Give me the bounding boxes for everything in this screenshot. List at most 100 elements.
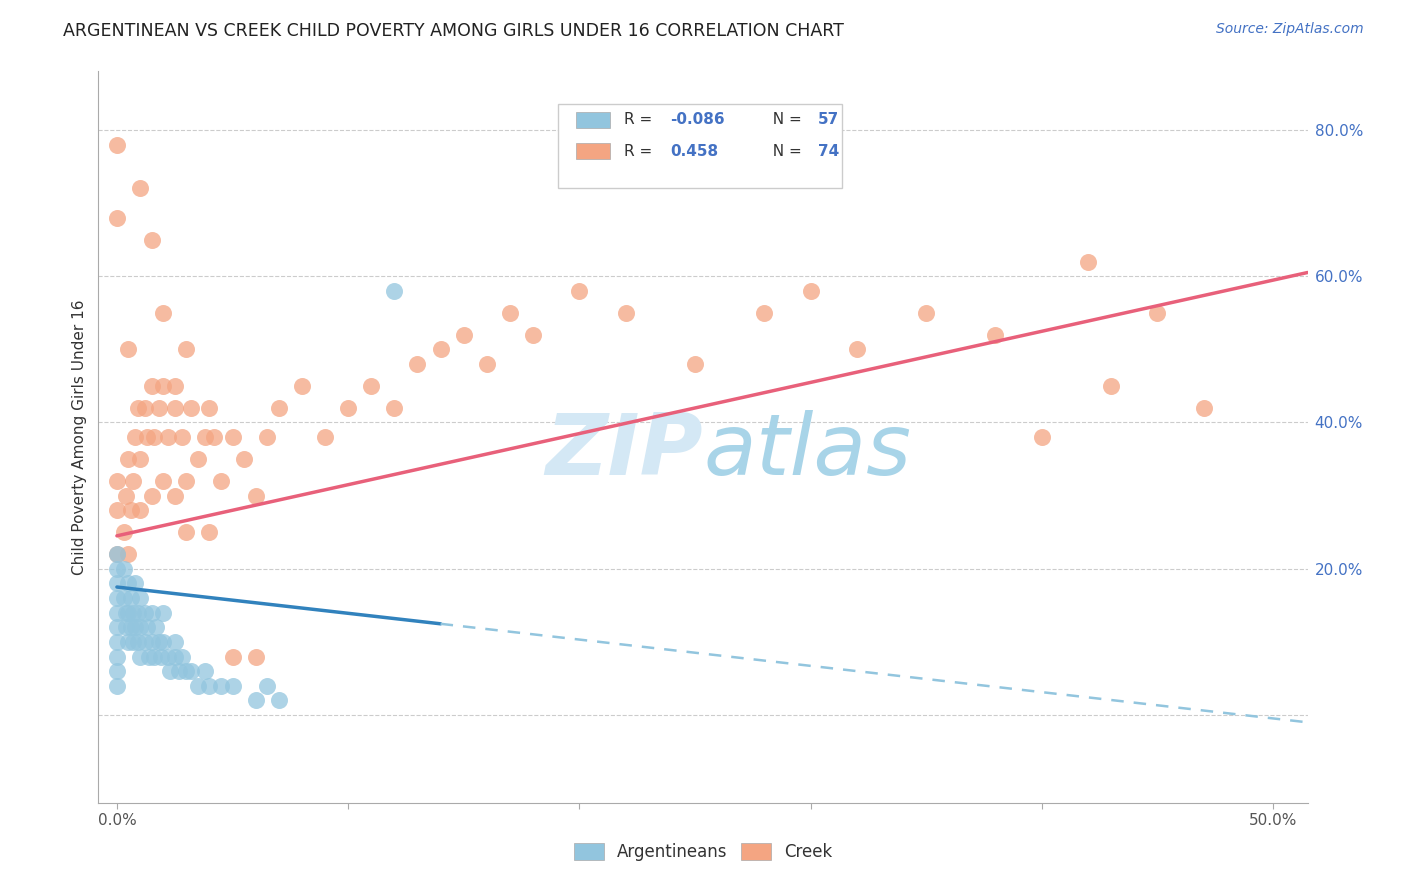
Point xyxy=(337,401,360,415)
Point xyxy=(112,591,135,605)
Text: R =: R = xyxy=(624,144,662,159)
Point xyxy=(202,430,225,444)
Point xyxy=(105,547,128,561)
Point xyxy=(129,591,152,605)
Point xyxy=(845,343,868,357)
Legend: Argentineans, Creek: Argentineans, Creek xyxy=(567,836,839,868)
Point xyxy=(156,430,179,444)
Point xyxy=(124,430,146,444)
Point xyxy=(499,306,522,320)
Point xyxy=(141,489,163,503)
Text: 57: 57 xyxy=(818,112,839,128)
Point xyxy=(149,649,172,664)
Point xyxy=(129,452,152,467)
Point xyxy=(105,664,128,678)
Point xyxy=(124,576,146,591)
Text: Source: ZipAtlas.com: Source: ZipAtlas.com xyxy=(1216,22,1364,37)
Point xyxy=(105,679,128,693)
Point xyxy=(360,379,382,393)
Point xyxy=(112,562,135,576)
Point xyxy=(1146,306,1168,320)
Point xyxy=(245,693,267,707)
Point xyxy=(256,430,278,444)
Point xyxy=(152,379,174,393)
Point xyxy=(683,357,706,371)
Point xyxy=(117,635,139,649)
Point xyxy=(122,635,145,649)
Point xyxy=(105,137,128,152)
Point xyxy=(568,284,591,298)
Point xyxy=(382,401,405,415)
Point xyxy=(122,606,145,620)
Point xyxy=(152,635,174,649)
Point xyxy=(221,679,243,693)
Point xyxy=(142,649,165,664)
Point xyxy=(159,664,181,678)
Point xyxy=(127,401,149,415)
Point xyxy=(187,452,209,467)
Text: R =: R = xyxy=(624,112,658,128)
Point xyxy=(163,401,186,415)
Point xyxy=(163,635,186,649)
Text: atlas: atlas xyxy=(703,410,911,493)
Point xyxy=(256,679,278,693)
Point xyxy=(127,606,149,620)
Point xyxy=(163,379,186,393)
Point xyxy=(754,306,776,320)
Point xyxy=(180,664,202,678)
Point xyxy=(105,576,128,591)
Point xyxy=(105,211,128,225)
Point xyxy=(136,620,159,634)
Point xyxy=(129,620,152,634)
Point xyxy=(105,562,128,576)
Point xyxy=(127,635,149,649)
Point xyxy=(134,606,156,620)
Point xyxy=(984,327,1007,342)
Point xyxy=(156,649,179,664)
Point xyxy=(1192,401,1215,415)
Point xyxy=(152,606,174,620)
Point xyxy=(117,576,139,591)
Point xyxy=(105,591,128,605)
Point xyxy=(245,489,267,503)
Point xyxy=(221,430,243,444)
Point xyxy=(120,620,142,634)
Point xyxy=(129,181,152,195)
Point xyxy=(136,430,159,444)
Text: ARGENTINEAN VS CREEK CHILD POVERTY AMONG GIRLS UNDER 16 CORRELATION CHART: ARGENTINEAN VS CREEK CHILD POVERTY AMONG… xyxy=(63,22,844,40)
Point xyxy=(233,452,256,467)
Point xyxy=(141,635,163,649)
Point xyxy=(115,620,138,634)
Point xyxy=(152,474,174,488)
Text: N =: N = xyxy=(763,144,807,159)
Y-axis label: Child Poverty Among Girls Under 16: Child Poverty Among Girls Under 16 xyxy=(72,300,87,574)
Point xyxy=(267,693,290,707)
Point xyxy=(115,489,138,503)
Point xyxy=(170,430,193,444)
Point xyxy=(124,620,146,634)
Point xyxy=(198,401,221,415)
Point xyxy=(245,649,267,664)
Point xyxy=(145,620,167,634)
Point xyxy=(105,649,128,664)
Point xyxy=(221,649,243,664)
Point xyxy=(105,635,128,649)
Point xyxy=(105,503,128,517)
Point xyxy=(209,474,232,488)
Point xyxy=(267,401,290,415)
Point xyxy=(1077,254,1099,268)
Point xyxy=(120,503,142,517)
Point xyxy=(141,379,163,393)
Point xyxy=(152,306,174,320)
Point xyxy=(429,343,451,357)
Point xyxy=(522,327,544,342)
Point xyxy=(174,525,197,540)
Point xyxy=(406,357,429,371)
Point xyxy=(134,401,156,415)
Point xyxy=(1099,379,1122,393)
Point xyxy=(180,401,202,415)
Point xyxy=(141,233,163,247)
Point xyxy=(138,649,160,664)
FancyBboxPatch shape xyxy=(558,104,842,188)
Point xyxy=(198,525,221,540)
